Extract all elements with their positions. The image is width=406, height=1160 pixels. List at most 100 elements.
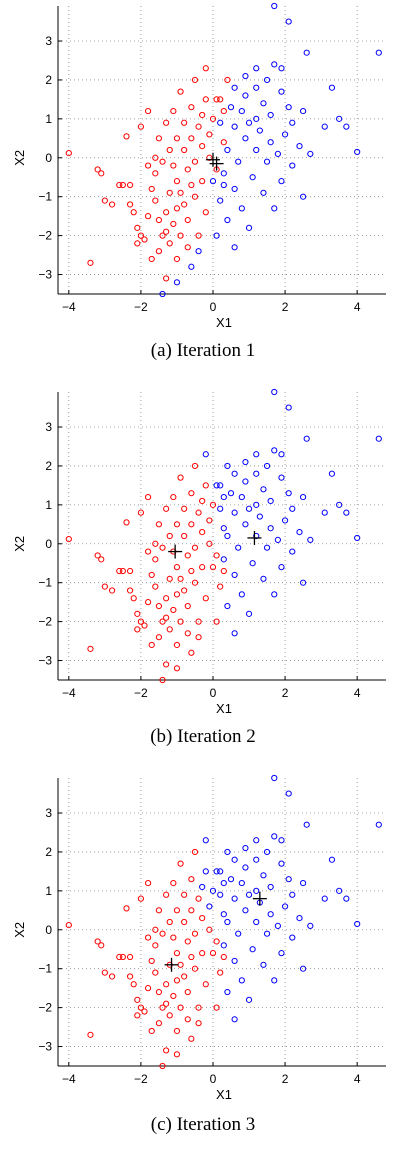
data-point bbox=[195, 1004, 202, 1011]
data-point bbox=[145, 493, 152, 501]
data-point bbox=[242, 72, 249, 80]
data-point bbox=[173, 279, 181, 286]
y-tick-label: 2 bbox=[45, 73, 52, 87]
data-point bbox=[253, 84, 260, 91]
data-point bbox=[328, 470, 336, 477]
data-point bbox=[242, 92, 249, 99]
data-point bbox=[303, 49, 310, 56]
data-point bbox=[220, 879, 227, 887]
data-point bbox=[116, 181, 123, 189]
data-point bbox=[134, 240, 141, 247]
x-axis-label: X1 bbox=[216, 701, 232, 716]
data-point bbox=[141, 1008, 148, 1015]
data-point bbox=[159, 232, 166, 239]
data-point bbox=[242, 864, 249, 871]
y-tick-label: 2 bbox=[45, 459, 52, 473]
centroid-marker bbox=[164, 957, 179, 972]
data-point bbox=[220, 942, 227, 949]
data-point bbox=[126, 201, 134, 208]
data-point bbox=[285, 490, 292, 497]
data-point bbox=[155, 602, 163, 610]
x-tick-label: 0 bbox=[210, 1072, 217, 1086]
data-point bbox=[101, 969, 108, 976]
data-point bbox=[263, 462, 271, 470]
figure-caption: (c) Iteration 3 bbox=[150, 1114, 256, 1135]
data-point bbox=[152, 197, 159, 204]
y-tick-label: −1 bbox=[38, 576, 52, 590]
data-point bbox=[184, 552, 191, 559]
data-point bbox=[188, 649, 195, 656]
data-point bbox=[173, 641, 181, 649]
data-point bbox=[260, 575, 267, 582]
data-point bbox=[152, 170, 159, 177]
data-point bbox=[173, 950, 181, 957]
data-point bbox=[271, 2, 278, 10]
data-point bbox=[145, 107, 152, 115]
data-point bbox=[126, 953, 134, 961]
data-point bbox=[137, 509, 145, 516]
data-point bbox=[191, 848, 199, 856]
data-point bbox=[285, 876, 292, 883]
data-point bbox=[278, 474, 285, 481]
scatter-panel-iteration-1: −4 −2 0 2 4 −3 −2 −1 0 1 2 3 X1 X2 (a) Iteration 1 bbox=[0, 0, 406, 386]
data-point bbox=[181, 505, 188, 512]
data-point bbox=[245, 119, 253, 126]
data-point bbox=[256, 127, 263, 134]
data-point bbox=[170, 220, 177, 228]
data-point bbox=[159, 544, 166, 551]
data-point bbox=[195, 123, 202, 130]
data-point bbox=[231, 509, 238, 516]
data-point bbox=[163, 1047, 170, 1054]
data-point bbox=[285, 404, 292, 411]
y-tick-label: 3 bbox=[45, 806, 52, 820]
data-point bbox=[220, 911, 227, 918]
data-point bbox=[155, 1020, 163, 1027]
data-point bbox=[213, 868, 220, 875]
data-point bbox=[274, 150, 281, 157]
data-point bbox=[231, 185, 238, 193]
data-point bbox=[271, 774, 278, 782]
data-point bbox=[126, 181, 134, 189]
data-point bbox=[202, 65, 209, 72]
data-point bbox=[209, 178, 217, 185]
data-point bbox=[307, 536, 314, 543]
data-point bbox=[141, 236, 148, 243]
data-point bbox=[253, 146, 260, 154]
data-point bbox=[206, 540, 213, 547]
data-point bbox=[155, 521, 163, 528]
y-tick-label: 1 bbox=[45, 498, 52, 512]
data-point bbox=[263, 848, 271, 856]
data-point bbox=[267, 525, 274, 532]
data-point bbox=[116, 953, 123, 961]
data-point bbox=[65, 536, 72, 543]
data-point bbox=[163, 1000, 170, 1007]
data-point bbox=[217, 583, 224, 590]
data-point bbox=[224, 216, 231, 224]
data-point bbox=[188, 1035, 195, 1042]
data-point bbox=[195, 895, 202, 902]
data-point bbox=[260, 872, 267, 879]
data-point bbox=[137, 123, 145, 130]
data-point bbox=[173, 521, 181, 528]
data-point bbox=[271, 388, 278, 396]
data-point bbox=[274, 536, 281, 543]
data-point bbox=[267, 911, 274, 918]
data-point bbox=[134, 1012, 141, 1019]
data-point bbox=[188, 567, 195, 575]
data-point bbox=[343, 123, 350, 130]
data-point bbox=[145, 213, 152, 220]
data-point bbox=[271, 833, 278, 840]
data-point bbox=[119, 181, 126, 189]
data-point bbox=[181, 973, 188, 980]
data-point bbox=[260, 189, 267, 196]
data-point bbox=[98, 942, 105, 949]
data-point bbox=[238, 879, 245, 887]
data-point bbox=[206, 131, 213, 138]
data-point bbox=[242, 844, 249, 852]
data-point bbox=[281, 903, 289, 910]
data-point bbox=[224, 918, 231, 926]
y-tick-label: 0 bbox=[45, 537, 52, 551]
data-point bbox=[227, 104, 235, 111]
y-tick-label: −1 bbox=[38, 962, 52, 976]
data-point bbox=[159, 158, 166, 165]
